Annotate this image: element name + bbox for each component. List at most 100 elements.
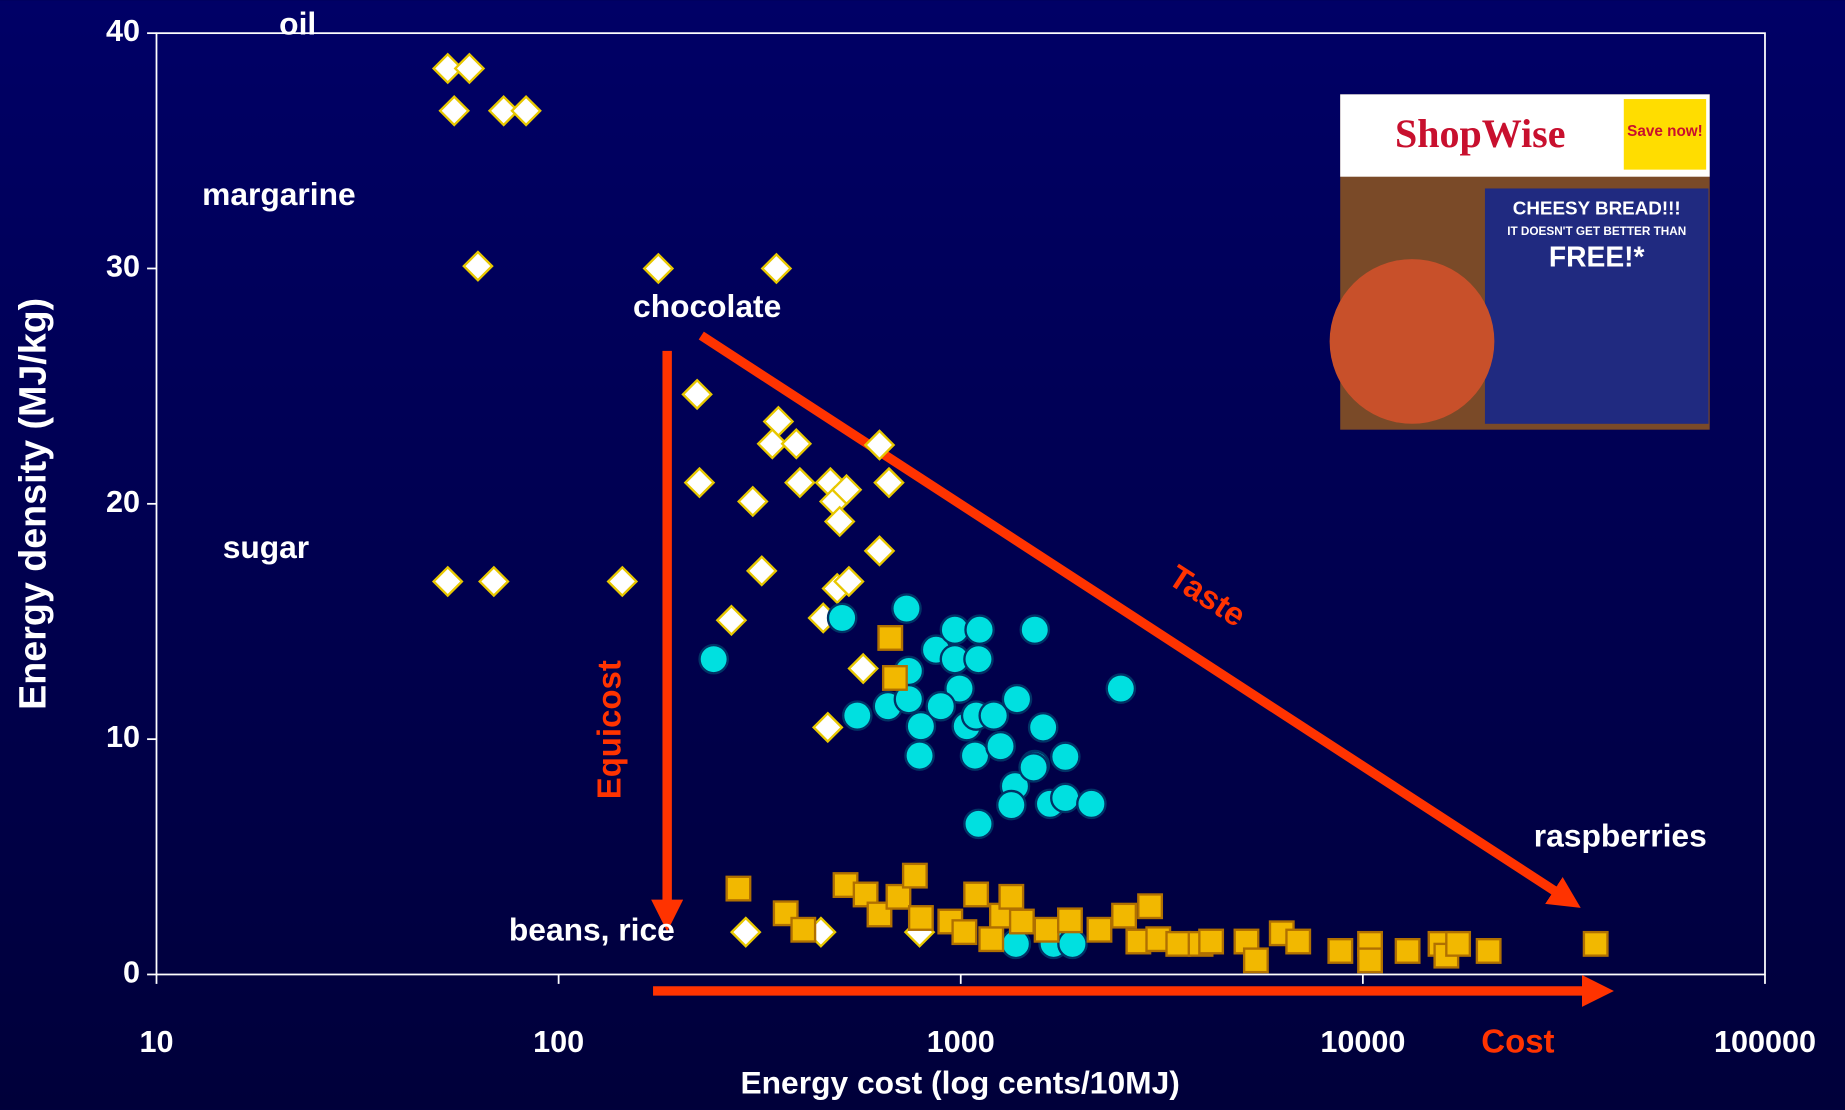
data-point — [1475, 938, 1502, 964]
data-point — [1394, 938, 1421, 964]
data-point — [985, 730, 1016, 762]
data-point — [891, 593, 922, 624]
data-point — [1086, 916, 1113, 943]
data-point — [1165, 930, 1192, 957]
data-point — [893, 683, 925, 715]
data-point — [823, 505, 856, 538]
y-tick-label: 40 — [106, 14, 140, 48]
y-tick-label: 20 — [106, 485, 140, 519]
annotation: raspberries — [1534, 817, 1707, 853]
ad-pizza — [1329, 259, 1495, 424]
data-point — [963, 808, 994, 840]
data-point — [826, 602, 858, 634]
data-point — [715, 604, 748, 637]
data-point — [866, 901, 893, 928]
data-point — [852, 881, 879, 908]
data-point — [478, 565, 510, 598]
y-tick-label: 30 — [106, 250, 140, 284]
data-point — [790, 916, 817, 943]
data-point — [881, 665, 908, 691]
annotation: beans, rice — [509, 912, 675, 948]
data-point — [963, 881, 990, 908]
ad-headline: CHEESY BREAD!!! — [1513, 198, 1681, 219]
data-point — [510, 95, 542, 127]
data-point — [833, 565, 865, 598]
data-point — [1008, 908, 1035, 935]
annotation: sugar — [223, 529, 309, 565]
x-tick-label: 100 — [533, 1025, 584, 1059]
data-point — [951, 919, 978, 946]
data-point — [978, 700, 1010, 731]
x-tick-label: 1000 — [927, 1025, 995, 1059]
data-point — [959, 740, 991, 771]
data-point — [606, 565, 639, 598]
data-point — [1242, 947, 1269, 974]
data-point — [1137, 893, 1164, 920]
data-point — [847, 652, 879, 685]
data-point — [863, 535, 896, 567]
data-point — [907, 905, 934, 931]
annotation: Cost — [1481, 1023, 1554, 1060]
taste-arrow — [698, 331, 1581, 908]
data-point — [863, 429, 896, 461]
data-point — [925, 690, 957, 722]
data-point — [1582, 930, 1609, 957]
data-point — [905, 710, 937, 742]
x-axis-title: Energy cost (log cents/10MJ) — [740, 1064, 1179, 1100]
data-point — [737, 485, 769, 518]
data-point — [1018, 752, 1049, 783]
data-point — [1027, 712, 1059, 743]
data-point — [1057, 928, 1088, 960]
data-point — [1033, 916, 1060, 943]
ad-brand: ShopWise — [1395, 111, 1565, 156]
data-point — [1076, 788, 1107, 820]
annotation: chocolate — [633, 288, 781, 324]
data-point — [1445, 930, 1472, 957]
data-point — [996, 789, 1027, 821]
data-point — [1019, 614, 1051, 646]
data-point — [683, 466, 716, 499]
x-tick-label: 100000 — [1714, 1025, 1816, 1059]
data-point — [1105, 673, 1137, 704]
data-point — [1001, 683, 1033, 715]
data-point — [745, 555, 778, 587]
data-point — [729, 916, 762, 948]
ad-price: FREE!* — [1549, 241, 1645, 273]
data-point — [431, 565, 464, 598]
data-point — [830, 473, 863, 506]
ad-inset: ShopWise Save now! CHEESY BREAD!!! IT DO… — [1329, 94, 1710, 430]
ad-subline: IT DOESN'T GET BETTER THAN — [1507, 225, 1686, 238]
data-point — [998, 883, 1025, 910]
data-point — [964, 614, 995, 646]
data-point — [901, 862, 928, 889]
data-point — [760, 252, 793, 285]
data-point — [873, 466, 905, 499]
data-point — [944, 673, 975, 704]
data-point — [1050, 741, 1081, 773]
data-point — [1198, 928, 1225, 955]
data-point — [462, 250, 494, 282]
annotation: oil — [279, 5, 316, 41]
data-point — [963, 643, 994, 675]
annotation: Equicost — [591, 660, 628, 799]
data-point — [811, 711, 844, 744]
y-tick-label: 10 — [106, 720, 140, 754]
data-point — [780, 428, 813, 460]
ad-badge — [1623, 99, 1707, 170]
data-point — [1111, 902, 1138, 929]
x-tick-label: 10 — [139, 1025, 173, 1059]
data-point — [642, 252, 675, 285]
data-point — [1357, 947, 1383, 974]
y-tick-label: 0 — [123, 956, 140, 990]
data-point — [487, 95, 520, 127]
data-point — [453, 52, 486, 85]
x-tick-label: 10000 — [1320, 1025, 1405, 1059]
ad-offer: Save now! — [1627, 123, 1703, 140]
y-axis-title: Energy density (MJ/kg) — [11, 298, 53, 710]
data-point — [756, 428, 789, 460]
data-point — [1057, 907, 1083, 934]
data-point — [1285, 928, 1312, 955]
ad-panel — [1484, 188, 1709, 424]
